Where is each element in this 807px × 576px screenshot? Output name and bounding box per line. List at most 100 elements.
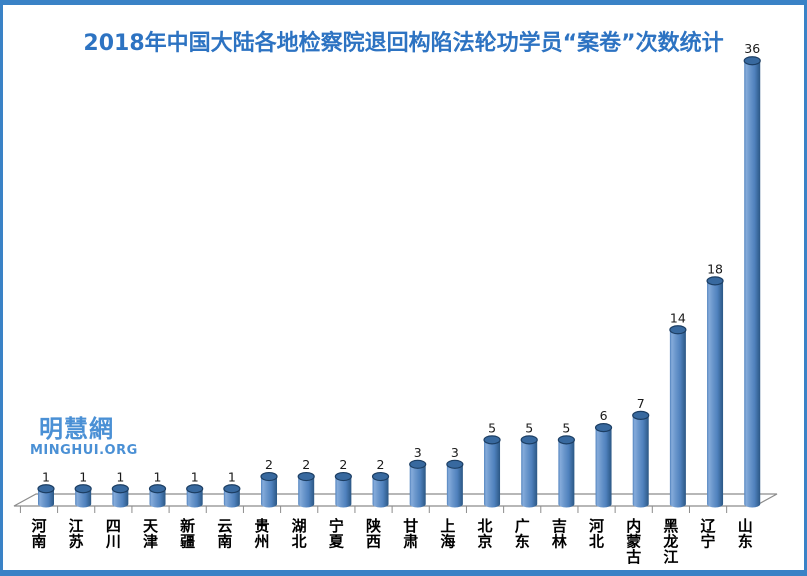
value-label: 1: [228, 469, 236, 484]
bar-group: 14 黑龙江: [662, 310, 687, 566]
bar: [595, 427, 612, 508]
category-label: 吉林: [552, 517, 568, 551]
bar-chart-svg: 1河南1江苏1四川1天津1新疆1云南2贵州2湖北2宁夏2陕西3甘肃3上海5北京5…: [13, 41, 778, 566]
bar-group: 7 内蒙古: [626, 396, 650, 566]
minghui-watermark: 明慧網 MINGHUI.ORG: [30, 415, 138, 459]
value-label: 14: [670, 310, 686, 325]
bar-cap: [148, 484, 167, 494]
bar-group: 6 河北: [589, 408, 613, 551]
value-label: 6: [600, 408, 608, 423]
bar: [298, 476, 315, 508]
category-label: 江苏: [69, 517, 84, 551]
bar: [261, 476, 278, 508]
bar-group: 5 吉林: [552, 420, 575, 551]
category-label: 上海: [440, 517, 455, 551]
bar: [632, 415, 649, 508]
bar-group: 18 辽宁: [701, 261, 724, 551]
value-label: 5: [488, 420, 496, 435]
category-label: 四川: [105, 517, 121, 551]
bar-cap: [706, 276, 724, 286]
bar-cap: [111, 484, 129, 494]
category-label: 陕西: [366, 517, 381, 551]
bar: [186, 488, 203, 508]
bar-cap: [557, 435, 575, 445]
value-label: 18: [707, 261, 723, 276]
category-label: 广东: [515, 517, 530, 551]
bar-group: 2 贵州: [254, 457, 278, 551]
bar-group: 1 天津: [143, 469, 167, 551]
bar-cap: [371, 471, 390, 482]
bar: [75, 488, 92, 508]
value-label: 1: [79, 469, 87, 484]
bar-group: 3 上海: [440, 445, 464, 551]
value-label: 1: [116, 469, 124, 484]
value-label: 3: [414, 445, 422, 460]
category-label: 贵州: [254, 517, 270, 551]
category-label: 天津: [143, 517, 159, 551]
bar-cap: [483, 435, 501, 445]
category-label: 北京: [478, 517, 493, 551]
bar: [38, 488, 54, 508]
category-label: 湖北: [292, 517, 307, 551]
watermark-url-text: MINGHUI.ORG: [30, 443, 138, 459]
bar-group: 3 甘肃: [403, 445, 427, 551]
bar-cap: [297, 471, 315, 482]
bar: [409, 464, 426, 508]
bar-cap: [334, 471, 352, 482]
value-label: 2: [339, 457, 347, 472]
bar: [149, 488, 166, 508]
bar-cap: [409, 459, 427, 469]
bar-cap: [260, 471, 278, 482]
value-label: 2: [302, 457, 310, 472]
category-label: 甘肃: [403, 517, 418, 551]
category-label: 河南: [31, 517, 46, 551]
bar: [558, 439, 575, 508]
bar-group: 5 北京: [478, 420, 501, 551]
bar-group: 2 宁夏: [328, 457, 352, 551]
bar-group: 1 河南: [31, 469, 55, 551]
bar: [223, 488, 240, 508]
value-label: 1: [191, 469, 199, 484]
value-label: 2: [377, 457, 385, 472]
category-label: 辽宁: [701, 517, 716, 551]
category-label: 宁夏: [328, 517, 345, 551]
watermark-chinese-text: 明慧網: [39, 415, 114, 443]
category-label: 河北: [589, 517, 604, 551]
bar-cap: [74, 484, 92, 494]
category-label: 新疆: [180, 517, 195, 551]
value-label: 1: [42, 469, 50, 484]
bar: [521, 439, 538, 508]
bar-group: 1 云南: [217, 469, 241, 551]
bar-group: 36 山东: [738, 41, 761, 551]
bar-cap: [669, 325, 687, 335]
value-label: 36: [744, 41, 760, 56]
bar: [669, 329, 686, 508]
bar: [707, 280, 724, 508]
bar: [335, 476, 352, 508]
category-label: 云南: [217, 517, 232, 551]
value-label: 1: [154, 469, 162, 484]
value-label: 2: [265, 457, 273, 472]
bar-cap: [446, 459, 464, 469]
bar-cap: [186, 484, 204, 494]
bar: [484, 439, 501, 508]
bar-cap: [223, 484, 241, 494]
category-label: 黑龙江: [662, 517, 678, 566]
category-label: 内蒙古: [626, 517, 641, 566]
value-label: 3: [451, 445, 459, 460]
bar-group: 1 新疆: [180, 469, 204, 551]
bar-cap: [743, 56, 761, 66]
bar-group: 1 江苏: [69, 469, 92, 551]
bar-group: 2 湖北: [292, 457, 315, 551]
value-label: 5: [562, 420, 570, 435]
bar-group: 2 陕西: [366, 457, 390, 551]
chart-floor: [13, 493, 778, 507]
category-label: 山东: [738, 517, 753, 551]
chart-title: 2018年中国大陆各地检察院退回构陷法轮功学员“案卷”次数统计: [83, 31, 724, 56]
bar-cap: [594, 423, 613, 433]
bar-cap: [37, 484, 55, 494]
value-label: 5: [525, 420, 533, 435]
bar: [744, 60, 761, 508]
bar: [372, 476, 389, 508]
